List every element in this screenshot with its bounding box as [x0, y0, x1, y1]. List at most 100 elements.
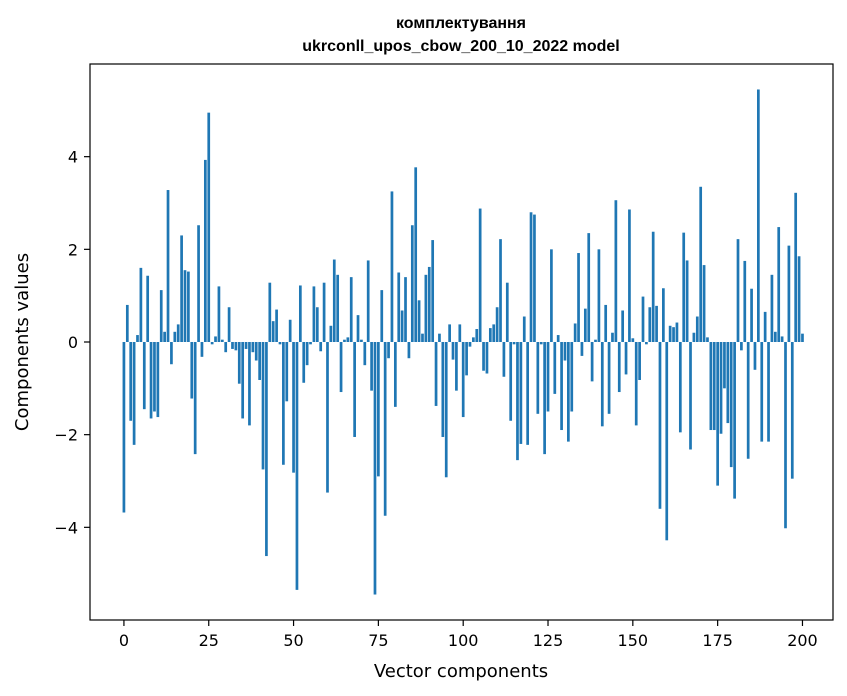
bar	[271, 321, 275, 342]
bar	[770, 274, 774, 342]
bar	[438, 333, 441, 342]
bar	[607, 342, 611, 414]
bar	[373, 342, 377, 595]
bar	[611, 332, 614, 342]
bar	[214, 336, 217, 342]
bar	[672, 327, 675, 342]
bar	[455, 342, 458, 391]
bar	[258, 342, 261, 380]
bar	[312, 286, 316, 342]
bar	[129, 342, 133, 421]
bar	[187, 271, 190, 342]
bar	[733, 342, 736, 499]
bar	[512, 342, 516, 345]
bar	[638, 342, 641, 380]
y-tick-label: 4	[68, 148, 78, 167]
bar	[156, 342, 160, 418]
bar	[631, 338, 635, 342]
bar	[702, 265, 706, 342]
bar	[302, 342, 306, 383]
bar	[298, 285, 302, 342]
bar	[641, 296, 645, 342]
bar	[183, 270, 187, 342]
bar	[125, 304, 129, 342]
bar	[699, 186, 703, 342]
bar	[292, 342, 295, 473]
bar	[750, 288, 753, 342]
bar	[726, 342, 730, 424]
x-tick-label: 25	[199, 631, 219, 650]
bar	[577, 253, 580, 342]
bar	[414, 167, 418, 342]
bar	[787, 245, 791, 342]
bar	[678, 342, 682, 433]
chart-title-line2: ukrconll_upos_cbow_200_10_2022 model	[302, 38, 619, 55]
bar	[360, 339, 363, 342]
bar	[336, 274, 340, 342]
bar	[689, 342, 692, 450]
x-tick-label: 200	[787, 631, 818, 650]
bar	[628, 209, 631, 342]
bar	[475, 329, 479, 342]
bar	[197, 225, 200, 342]
chart-title-line1: комплектування	[396, 15, 526, 32]
bar	[550, 249, 553, 342]
bar	[207, 112, 211, 343]
bar	[254, 342, 258, 361]
bar	[295, 342, 299, 590]
bar	[200, 342, 204, 357]
bar	[275, 309, 278, 342]
x-tick-label: 100	[448, 631, 479, 650]
bar	[329, 325, 333, 342]
bar	[516, 342, 519, 461]
bar	[268, 282, 272, 342]
bar	[668, 325, 672, 342]
bar	[400, 310, 404, 342]
bar	[166, 190, 170, 342]
bar	[614, 200, 618, 342]
bar	[434, 342, 438, 406]
bar	[397, 272, 401, 342]
bar	[149, 342, 153, 419]
x-tick-label: 125	[533, 631, 564, 650]
bar	[448, 324, 451, 342]
bar	[546, 342, 550, 412]
bar	[407, 342, 411, 359]
bar	[285, 342, 289, 402]
bar	[461, 342, 465, 418]
bar	[180, 235, 183, 342]
bar	[729, 342, 733, 468]
bar	[173, 331, 177, 342]
bar	[790, 342, 794, 479]
bar	[723, 342, 726, 389]
bar	[624, 342, 628, 375]
bar	[560, 342, 563, 431]
bar	[492, 324, 496, 342]
bar	[706, 337, 709, 342]
bar	[543, 342, 546, 455]
y-tick-label: −4	[54, 518, 78, 537]
bar	[458, 324, 462, 342]
bar	[499, 239, 502, 342]
bar	[797, 256, 801, 342]
bar	[567, 342, 570, 442]
plot-area-frame	[89, 63, 834, 621]
bar	[404, 277, 407, 342]
bar	[655, 305, 658, 342]
bar	[556, 335, 560, 342]
bar	[465, 342, 468, 376]
bar	[380, 290, 384, 342]
bar	[282, 342, 285, 465]
x-tick-label: 50	[283, 631, 303, 650]
bar	[712, 342, 716, 431]
bar	[665, 342, 669, 541]
bar	[353, 342, 356, 437]
bar	[424, 274, 428, 342]
bar	[801, 333, 804, 342]
y-tick-label: 2	[68, 240, 78, 259]
bar	[746, 342, 750, 459]
bar	[553, 342, 557, 394]
bar	[692, 332, 696, 342]
bar	[529, 212, 533, 342]
